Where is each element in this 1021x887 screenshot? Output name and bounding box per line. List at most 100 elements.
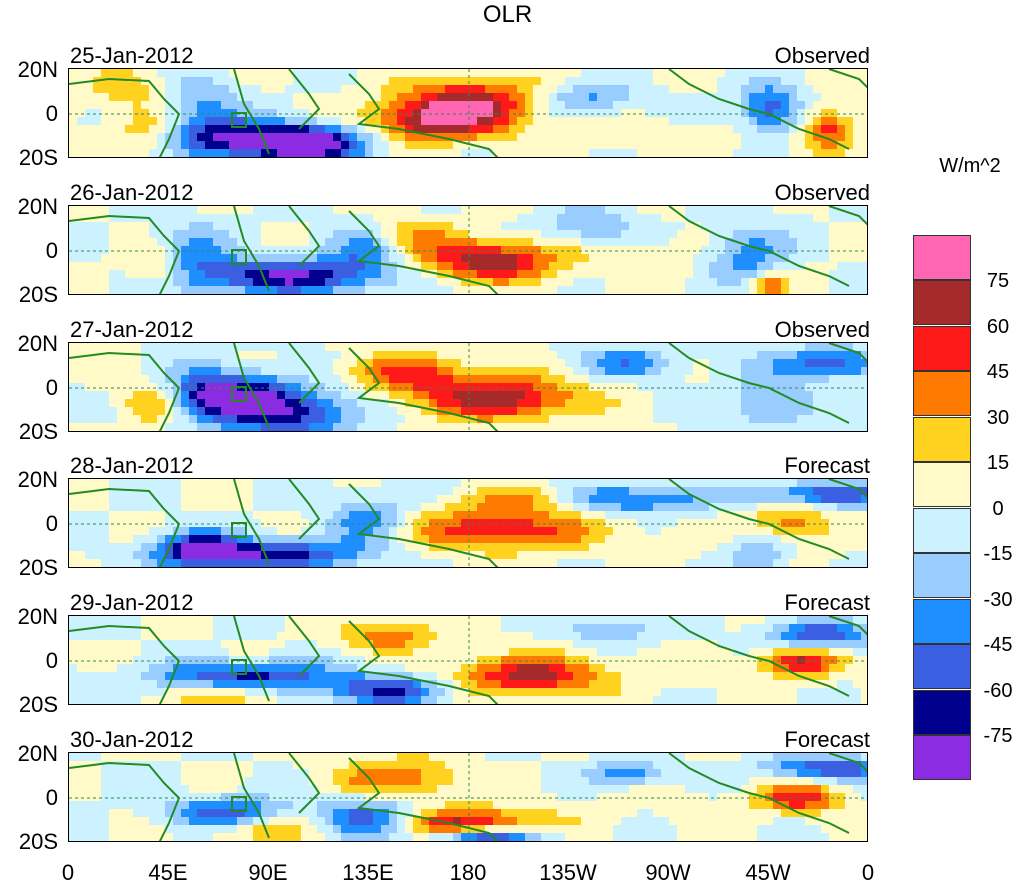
olr-cell [277,117,285,125]
olr-cell [325,423,333,431]
olr-cell [749,343,757,351]
olr-cell [645,351,653,359]
olr-cell [781,222,789,230]
olr-cell [285,214,293,222]
olr-cell [829,109,837,117]
olr-cell [525,133,533,141]
olr-cell [197,351,205,359]
olr-cell [237,222,245,230]
olr-cell [493,511,501,519]
olr-cell [669,543,677,551]
olr-cell [549,238,557,246]
olr-cell [229,359,237,367]
olr-cell [77,262,85,270]
olr-cell [685,109,693,117]
olr-cell [677,359,685,367]
olr-cell [93,399,101,407]
olr-cell [325,77,333,85]
olr-cell [197,101,205,109]
olr-cell [621,85,629,93]
olr-cell [413,69,421,77]
olr-cell [213,101,221,109]
olr-cell [149,262,157,270]
olr-cell [421,109,429,117]
olr-cell [205,383,213,391]
olr-cell [117,93,125,101]
olr-cell [325,519,333,527]
olr-cell [861,567,868,568]
olr-cell [141,85,149,93]
olr-cell [605,222,613,230]
olr-cell [637,519,645,527]
olr-cell [709,535,717,543]
olr-cell [589,230,597,238]
olr-cell [653,495,661,503]
olr-cell [333,511,341,519]
olr-cell [581,117,589,125]
olr-cell [293,109,301,117]
olr-cell [861,101,867,109]
olr-cell [101,278,109,286]
olr-cell [349,117,357,125]
olr-cell [781,343,789,351]
olr-cell [733,535,741,543]
olr-cell [325,294,333,295]
olr-cell [589,527,597,535]
olr-cell [541,238,549,246]
olr-cell [813,391,821,399]
olr-cell [589,238,597,246]
olr-cell [333,431,341,432]
olr-cell [189,343,197,351]
olr-cell [749,141,757,149]
olr-cell [861,375,867,383]
olr-cell [581,503,589,511]
olr-cell [405,77,413,85]
olr-cell [245,294,253,295]
olr-cell [245,551,253,559]
olr-cell [205,503,213,511]
olr-cell [405,214,413,222]
olr-cell [485,407,493,415]
olr-cell [133,543,141,551]
olr-cell [549,149,557,157]
olr-cell [277,535,285,543]
olr-cell [757,543,765,551]
olr-cell [181,367,189,375]
olr-cell [565,479,573,487]
olr-cell [77,125,85,133]
olr-cell [565,77,573,85]
olr-cell [517,214,525,222]
olr-cell [685,141,693,149]
olr-cell [485,519,493,527]
olr-cell [373,351,381,359]
olr-cell [693,77,701,85]
olr-cell [493,149,501,157]
olr-cell [117,254,125,262]
olr-cell [461,519,469,527]
olr-cell [573,431,581,432]
olr-cell [357,351,365,359]
olr-cell [645,519,653,527]
olr-cell [349,543,357,551]
olr-cell [349,511,357,519]
olr-cell [469,535,477,543]
olr-cell [253,278,261,286]
olr-cell [525,359,533,367]
olr-cell [341,133,349,141]
olr-cell [285,149,293,157]
olr-cell [749,222,757,230]
olr-cell [149,238,157,246]
olr-cell [821,286,829,294]
olr-cell [789,270,797,278]
olr-cell [341,101,349,109]
olr-cell [493,141,501,149]
olr-cell [605,230,613,238]
olr-cell [325,69,333,77]
olr-cell [853,278,861,286]
olr-cell [821,149,829,157]
olr-cell [533,117,541,125]
olr-cell [693,125,701,133]
olr-cell [565,85,573,93]
olr-cell [765,616,773,624]
olr-cell [277,141,285,149]
